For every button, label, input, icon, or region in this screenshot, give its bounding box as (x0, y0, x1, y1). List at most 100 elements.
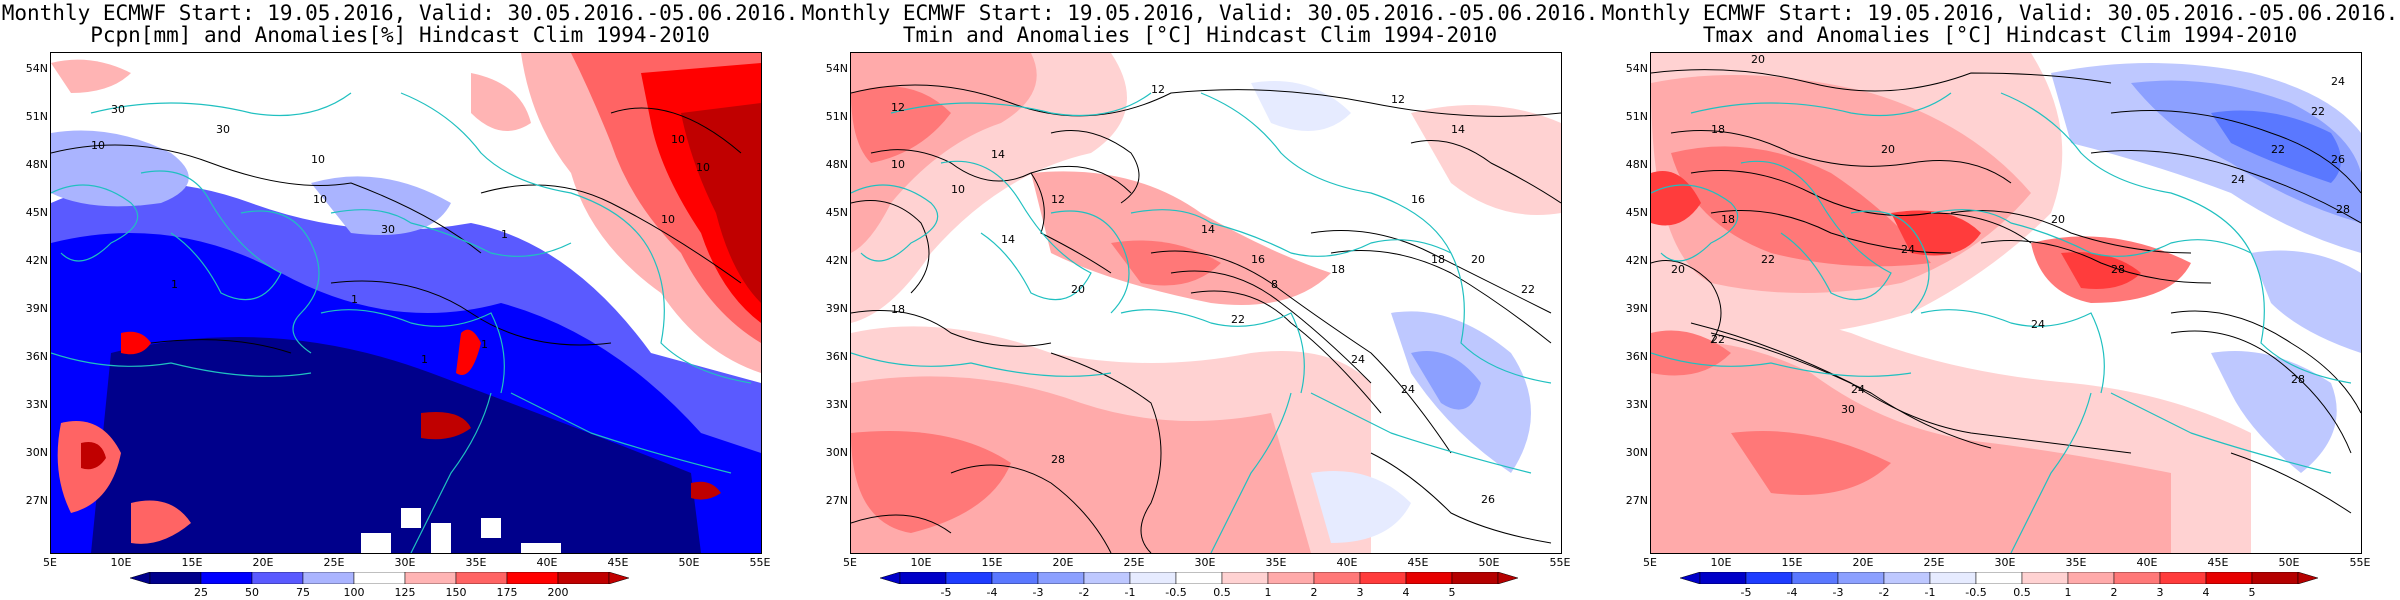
lon-tick: 5E (843, 556, 857, 569)
contour-label: 24 (1901, 243, 1915, 256)
colorbar (880, 572, 1519, 584)
contour-label: 24 (2231, 173, 2245, 186)
contour-label: 10 (891, 158, 905, 171)
contour-label: 10 (671, 133, 685, 146)
lat-tick: 39N (825, 302, 848, 315)
lon-tick: 5E (1643, 556, 1657, 569)
contour-label: 1 (481, 338, 488, 351)
contour-label: 12 (1391, 93, 1405, 106)
contour-label: 22 (1711, 333, 1725, 346)
colorbar-label: 5 (1448, 586, 1456, 599)
lon-tick: 25E (323, 556, 345, 569)
lat-tick: 48N (25, 158, 48, 171)
colorbar-label: -3 (1032, 586, 1044, 599)
lat-tick: 42N (825, 254, 848, 267)
panel-precipitation: Monthly ECMWF Start: 19.05.2016, Valid: … (0, 0, 800, 600)
lat-tick: 27N (25, 494, 48, 507)
contour-label: 10 (661, 213, 675, 226)
colorbar (1680, 572, 2319, 584)
colorbar (130, 572, 630, 584)
contour-label: 24 (2331, 75, 2345, 88)
contour-label: 28 (2336, 203, 2350, 216)
map-area: 12 12 12 14 14 10 12 14 16 18 20 22 24 1… (850, 52, 1562, 554)
colorbar-label: 3 (2156, 586, 2164, 599)
colorbar-label: -5 (1740, 586, 1752, 599)
lon-tick: 15E (1781, 556, 1803, 569)
contour-label: 22 (2311, 105, 2325, 118)
contour-label: 18 (891, 303, 905, 316)
colorbar-label: 1 (1264, 586, 1272, 599)
contour-label: 18 (1721, 213, 1735, 226)
lon-tick: 50E (678, 556, 700, 569)
colorbar-label: 0.5 (2013, 586, 2031, 599)
lon-tick: 55E (1549, 556, 1571, 569)
colorbar-label: -1 (1924, 586, 1936, 599)
colorbar-label: 5 (2248, 586, 2256, 599)
contour-label: 10 (951, 183, 965, 196)
colorbar-label: 200 (547, 586, 569, 599)
lat-tick: 42N (1625, 254, 1648, 267)
colorbar-label: -1 (1124, 586, 1136, 599)
contour-label: 22 (1521, 283, 1535, 296)
colorbar-label: 1 (2064, 586, 2072, 599)
lon-tick: 25E (1923, 556, 1945, 569)
lat-tick: 54N (1625, 62, 1648, 75)
lon-tick: 10E (1710, 556, 1732, 569)
lon-tick: 20E (1852, 556, 1874, 569)
contour-label: 22 (1231, 313, 1245, 326)
lon-tick: 35E (1265, 556, 1287, 569)
contour-label: 18 (1711, 123, 1725, 136)
lon-tick: 20E (252, 556, 274, 569)
contour-label: 10 (696, 161, 710, 174)
lat-tick: 36N (1625, 350, 1648, 363)
map-area: 30 10 30 10 30 10 1 1 1 1 10 10 10 1 (50, 52, 762, 554)
contour-label: 1 (171, 278, 178, 291)
contour-label: 24 (2031, 318, 2045, 331)
colorbar-label: 2 (2110, 586, 2118, 599)
colorbar-label: -5 (940, 586, 952, 599)
lon-tick: 45E (2207, 556, 2229, 569)
lon-tick: 30E (1994, 556, 2016, 569)
colorbar-label: -4 (986, 586, 998, 599)
contour-label: 28 (2291, 373, 2305, 386)
colorbar-label: 75 (296, 586, 310, 599)
colorbar-label: 100 (343, 586, 365, 599)
tmin-anomaly-map (851, 53, 1561, 553)
colorbar-label: -2 (1078, 586, 1090, 599)
contour-label: 16 (1411, 193, 1425, 206)
panel-title-line1: Monthly ECMWF Start: 19.05.2016, Valid: … (801, 1, 1599, 25)
contour-label: 1 (421, 353, 428, 366)
contour-label: 20 (1471, 253, 1485, 266)
contour-label: 12 (1051, 193, 1065, 206)
lat-tick: 51N (1625, 110, 1648, 123)
contour-label: 28 (1051, 453, 1065, 466)
lat-tick: 48N (825, 158, 848, 171)
lat-tick: 45N (825, 206, 848, 219)
colorbar-label: 3 (1356, 586, 1364, 599)
contour-label: 22 (1761, 253, 1775, 266)
colorbar-label: -3 (1832, 586, 1844, 599)
lon-tick: 50E (1478, 556, 1500, 569)
lat-tick: 51N (25, 110, 48, 123)
contour-label: 12 (891, 101, 905, 114)
lat-tick: 36N (25, 350, 48, 363)
lon-tick: 30E (394, 556, 416, 569)
lat-tick: 27N (1625, 494, 1648, 507)
contour-label: 30 (216, 123, 230, 136)
lon-tick: 5E (43, 556, 57, 569)
lat-tick: 33N (25, 398, 48, 411)
lon-tick: 35E (465, 556, 487, 569)
contour-label: 30 (1841, 403, 1855, 416)
lon-tick: 45E (1407, 556, 1429, 569)
panel-title-line2: Tmax and Anomalies [°C] Hindcast Clim 19… (1702, 23, 2298, 47)
contour-label: 24 (1351, 353, 1365, 366)
contour-label: 1 (501, 228, 508, 241)
lat-tick: 54N (25, 62, 48, 75)
colorbar-label: -0.5 (1165, 586, 1187, 599)
lon-tick: 20E (1052, 556, 1074, 569)
panel-title-line1: Monthly ECMWF Start: 19.05.2016, Valid: … (1, 1, 799, 25)
colorbar-label: 4 (1402, 586, 1410, 599)
lon-tick: 40E (536, 556, 558, 569)
lat-tick: 33N (1625, 398, 1648, 411)
lon-tick: 15E (181, 556, 203, 569)
